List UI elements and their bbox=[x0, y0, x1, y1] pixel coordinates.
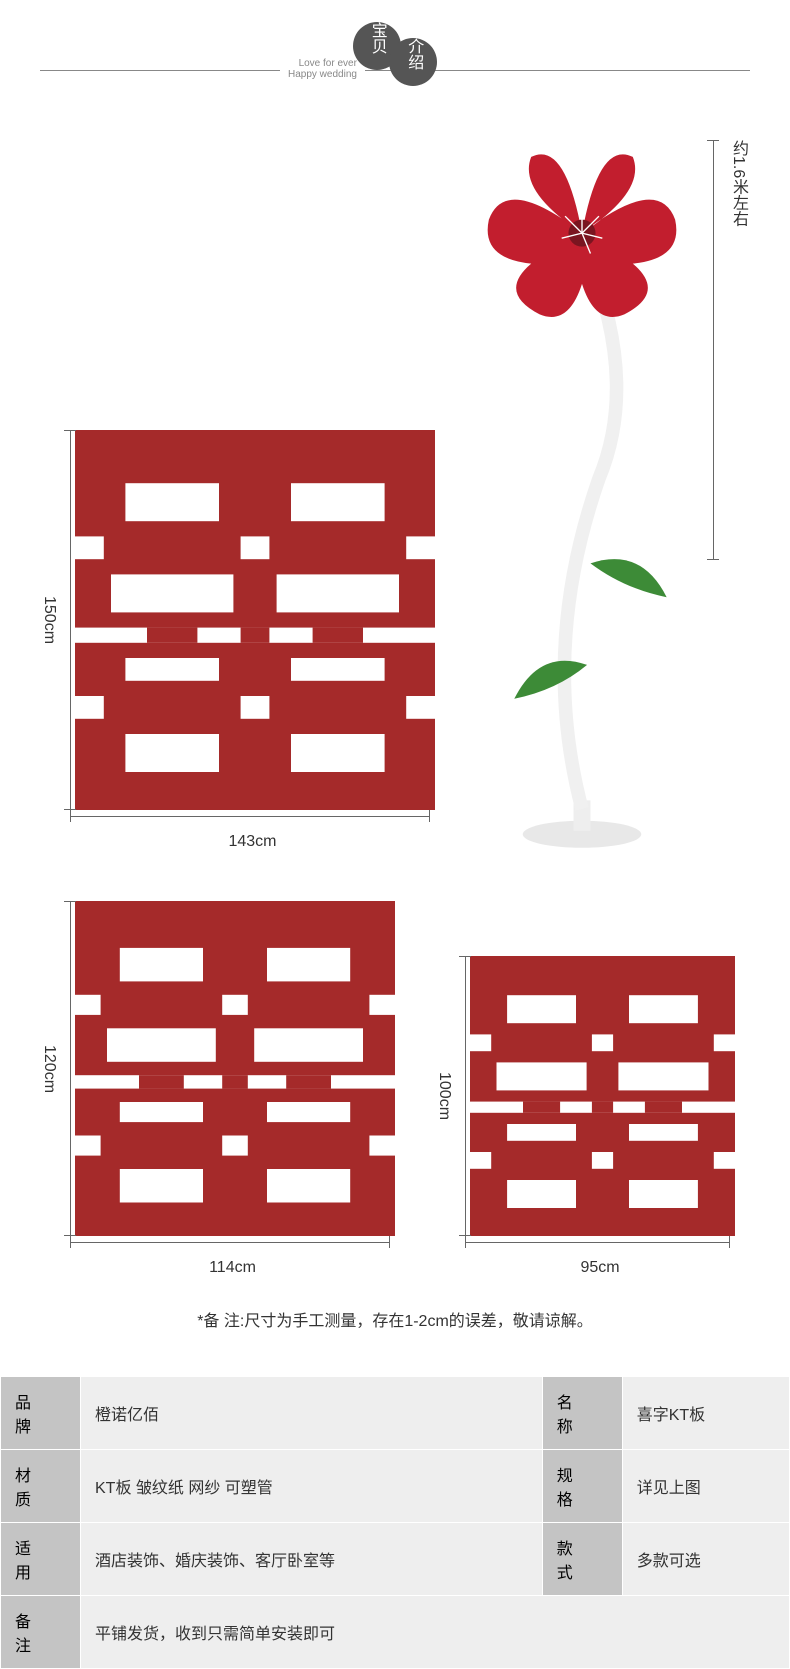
large-height-label: 150cm bbox=[40, 596, 58, 644]
xi-character-small bbox=[470, 956, 735, 1236]
spec-key: 适 用 bbox=[1, 1523, 81, 1596]
flower-height-label: 约1.6米左右 bbox=[718, 140, 750, 851]
header-badge-2: 介绍 bbox=[389, 38, 437, 86]
small-height-label: 100cm bbox=[435, 1072, 453, 1120]
spec-key: 名 称 bbox=[542, 1377, 622, 1450]
header-subtitle: Love for ever Happy wedding bbox=[280, 58, 365, 80]
spec-value: 喜字KT板 bbox=[622, 1377, 789, 1450]
medium-height-label: 120cm bbox=[40, 1045, 58, 1093]
section-header: Love for ever Happy wedding 宝贝 介绍 bbox=[40, 30, 750, 100]
table-row: 适 用酒店装饰、婚庆装饰、客厅卧室等款 式多款可选 bbox=[1, 1523, 790, 1596]
spec-table: 品 牌橙诺亿佰名 称喜字KT板材 质KT板 皱纹纸 网纱 可塑管规 格详见上图适… bbox=[0, 1376, 790, 1669]
table-row: 品 牌橙诺亿佰名 称喜字KT板 bbox=[1, 1377, 790, 1450]
dimensions-row-2: 120cm 114cm 100cm 95cm bbox=[40, 901, 750, 1277]
spec-value: KT板 皱纹纸 网纱 可塑管 bbox=[81, 1450, 543, 1523]
table-row: 备 注平铺发货，收到只需简单安装即可 bbox=[1, 1596, 790, 1669]
spec-value: 橙诺亿佰 bbox=[81, 1377, 543, 1450]
flower-illustration bbox=[455, 140, 709, 851]
dimensions-row-1: 150cm 143cm bbox=[40, 140, 750, 851]
spec-key: 材 质 bbox=[1, 1450, 81, 1523]
table-row: 材 质KT板 皱纹纸 网纱 可塑管规 格详见上图 bbox=[1, 1450, 790, 1523]
spec-value: 多款可选 bbox=[622, 1523, 789, 1596]
spec-key: 款 式 bbox=[542, 1523, 622, 1596]
item-flower: 约1.6米左右 bbox=[455, 140, 750, 851]
item-large: 150cm 143cm bbox=[40, 430, 435, 851]
small-width-label: 95cm bbox=[465, 1249, 735, 1277]
medium-width-label: 114cm bbox=[70, 1249, 395, 1277]
item-small: 100cm 95cm bbox=[435, 956, 735, 1277]
xi-character-medium bbox=[75, 901, 395, 1236]
spec-value: 详见上图 bbox=[622, 1450, 789, 1523]
spec-key: 备 注 bbox=[1, 1596, 81, 1669]
measurement-note: *备 注:尺寸为手工测量，存在1-2cm的误差，敬请谅解。 bbox=[40, 1307, 750, 1331]
spec-key: 规 格 bbox=[542, 1450, 622, 1523]
spec-key: 品 牌 bbox=[1, 1377, 81, 1450]
xi-character-large bbox=[75, 430, 435, 810]
item-medium: 120cm 114cm bbox=[40, 901, 395, 1277]
large-width-label: 143cm bbox=[70, 823, 435, 851]
spec-value: 酒店装饰、婚庆装饰、客厅卧室等 bbox=[81, 1523, 543, 1596]
product-detail-infographic: Love for ever Happy wedding 宝贝 介绍 150cm … bbox=[0, 0, 790, 1376]
spec-value: 平铺发货，收到只需简单安装即可 bbox=[81, 1596, 790, 1669]
